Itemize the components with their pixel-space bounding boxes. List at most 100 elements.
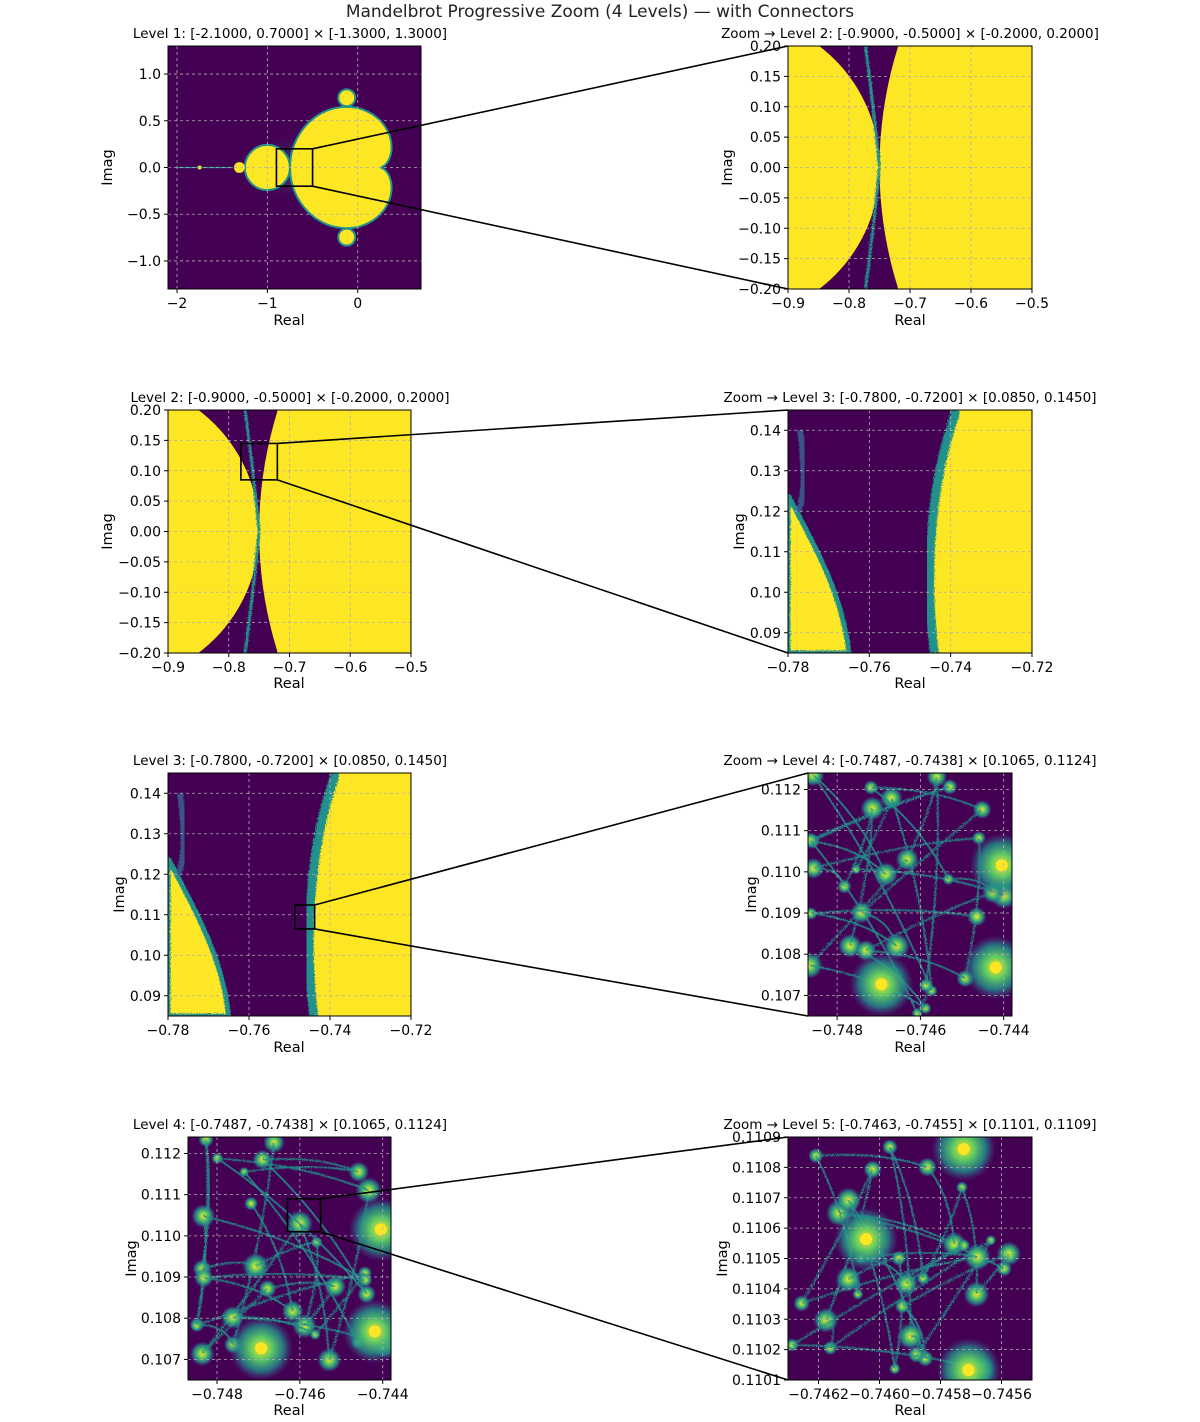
spiral-node [193,1267,214,1288]
x-tick-label: −0.7456 [971,1387,1032,1403]
connector-line-bottom [277,479,789,654]
y-tick-label: 0.1102 [732,1343,781,1359]
spiral-node [793,1294,811,1312]
spiral-node [808,832,819,849]
bright-spiral [963,935,1012,1000]
y-tick-label: 1.0 [139,67,161,83]
axes-frame [167,772,412,1017]
spiral-edge [795,429,807,513]
y-tick-label: 0.15 [130,433,161,449]
panel-title: Level 4: [-0.7487, -0.7438] × [0.1065, 0… [133,1117,447,1133]
seahorse-valley-edge [304,773,341,1016]
y-axis-label: Imag [100,149,116,186]
x-tick-label: −0.6 [954,296,988,312]
y-tick-label: 0.109 [141,1270,181,1286]
x-axis-label: Real [894,1403,925,1419]
connector-line-top [314,772,809,906]
seahorse-valley-edge [925,410,961,653]
x-axis-label: Real [894,1040,925,1056]
filament [810,912,898,947]
y-tick-label: 0.13 [130,827,161,843]
filament [232,1316,316,1336]
y-tick-label: −1.0 [127,254,161,270]
x-tick-label: −0.744 [978,1023,1030,1039]
spiral-node [317,1347,342,1373]
grid-lines [788,410,1032,653]
grid-lines [168,773,411,1016]
zoom-rectangle [240,442,279,481]
x-axis-label: Real [273,313,304,329]
x-tick-label: −0.7 [893,296,927,312]
heatmap-image [788,1137,1032,1380]
spiral-core [860,1233,873,1246]
y-tick-label: 0.112 [141,1146,181,1162]
zoom-rectangle [286,1197,322,1233]
y-tick-label: 0.11 [750,545,781,561]
filament [216,1157,368,1295]
spiral-node [919,1002,932,1015]
filament [849,808,874,947]
filament [888,1146,925,1279]
panel-title: Zoom → Level 5: [-0.7463, -0.7455] × [0.… [724,1117,1097,1133]
grid-lines [168,46,421,289]
spiral-core [957,1143,970,1155]
y-tick-label: 0.12 [130,867,161,883]
chart-panel-l3: −0.78 −0.76 −0.74 −0.72 0.14 0.13 0.12 0.11 0.10… [112,753,447,1056]
panel-title: Zoom → Level 3: [-0.7800, -0.7200] × [0.… [724,390,1097,406]
x-tick-label: −0.76 [848,660,891,676]
spiral-node [808,773,825,787]
filament [243,1165,359,1173]
y-tick-label: 0.05 [750,130,781,146]
x-axis-label: Real [894,676,925,692]
spiral-core [875,978,888,991]
spiral-core [374,1223,387,1236]
filament [813,837,979,870]
x-axis-label: Real [273,1040,304,1056]
x-tick-label: −0.7462 [788,1387,849,1403]
period4-bulb [233,162,245,173]
y-tick-label: 0.10 [130,464,161,480]
y-tick-label: 0.1103 [732,1312,781,1328]
grid-lines [788,1137,1032,1380]
chart-panel-l4: −0.748 −0.746 −0.744 0.112 0.111 0.110 0.109 0.… [124,1117,447,1419]
filament [843,808,874,887]
y-tick-label: 0.10 [750,100,781,116]
spiral-node [281,1300,304,1323]
grid-lines [168,410,411,653]
connector-line-top [277,409,789,445]
y-tick-label: −0.20 [118,646,161,662]
bright-spiral [348,1197,391,1262]
y-tick-label: 0.108 [141,1311,181,1327]
y-tick-label: 0.1101 [732,1373,781,1389]
chart-panel-z3: −0.78 −0.76 −0.74 −0.72 0.14 0.13 0.12 0.11 0.10… [724,390,1097,692]
spiral-core [368,1325,381,1338]
panel-title: Level 2: [-0.9000, -0.5000] × [-0.2000, … [130,390,449,406]
zoom-rectangle [293,904,316,930]
y-tick-label: 0.108 [761,947,801,963]
filament [865,891,994,952]
y-tick-label: 0.0 [139,161,161,177]
spiral-node [243,1196,259,1211]
zoom-rectangle [275,148,314,187]
connector-line-top [312,45,789,150]
x-tick-label: −0.748 [191,1387,243,1403]
spiral-node [966,906,987,927]
x-tick-label: −0.72 [390,1023,433,1039]
x-tick-label: −0.6 [333,660,367,676]
connectors-layer [277,45,809,1381]
chart-panel-z4: −0.748 −0.746 −0.744 0.112 0.111 0.110 0.109 0.… [724,753,1097,1056]
top-bulb [337,88,357,108]
y-tick-label: 0.5 [139,114,161,130]
x-tick-label: −0.74 [309,1023,352,1039]
y-axis-label: Imag [112,876,128,913]
y-tick-label: −0.5 [127,207,161,223]
y-tick-label: −0.15 [738,252,781,268]
chart-panel-l2: −0.9 −0.8 −0.7 −0.6 −0.5 0.20 0.15 0.10 0.05 0.00… [100,390,450,692]
filament [791,1244,965,1346]
bottom-bulb [337,227,357,247]
y-tick-label: 0.00 [750,161,781,177]
y-tick-label: 0.10 [750,585,781,601]
y-tick-label: 0.09 [750,626,781,642]
panel-title: Level 3: [-0.7800, -0.7200] × [0.0850, 0… [133,753,447,769]
y-tick-label: 0.107 [761,988,801,1004]
